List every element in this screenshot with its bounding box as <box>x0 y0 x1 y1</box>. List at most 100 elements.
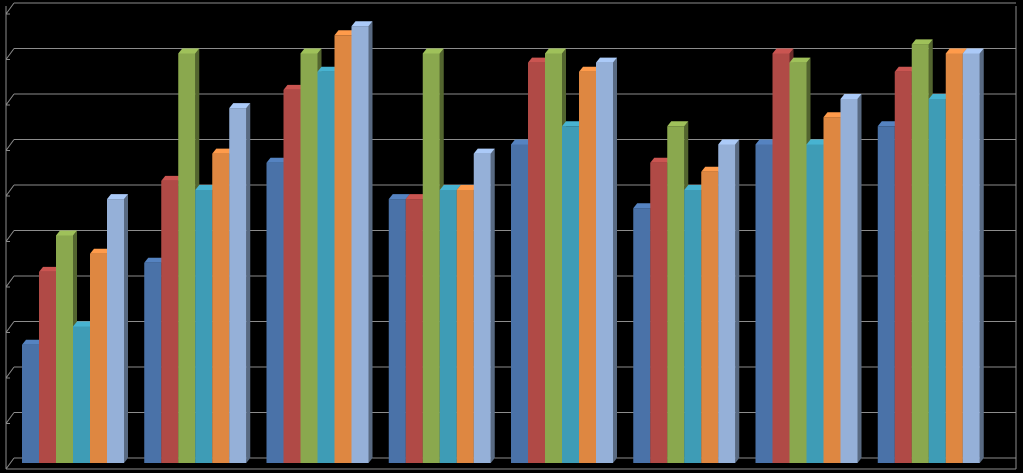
bar-top <box>840 94 862 99</box>
bar-side <box>246 103 251 463</box>
bar <box>422 53 440 463</box>
bar-top <box>528 57 549 63</box>
bar <box>195 190 213 463</box>
bar-top <box>283 84 305 90</box>
bar-top <box>945 48 967 54</box>
bar-top <box>579 66 600 72</box>
bar-top <box>22 339 43 345</box>
gridline-wall <box>5 412 15 424</box>
bar-top <box>107 194 128 200</box>
bar-top <box>388 194 410 200</box>
bar-top <box>755 139 777 145</box>
bar <box>300 53 318 463</box>
bar-side <box>979 48 984 463</box>
gridline-wall <box>5 230 15 242</box>
bar-side <box>124 194 128 463</box>
bar <box>789 62 807 463</box>
bar-top <box>928 94 950 99</box>
bar-top <box>266 157 288 163</box>
bar <box>405 199 423 463</box>
bar-top <box>545 48 566 54</box>
bar <box>877 126 895 464</box>
bar-top <box>772 48 794 54</box>
bar-group <box>511 48 617 464</box>
bar <box>772 53 790 463</box>
bar <box>806 144 824 463</box>
bar-side <box>857 94 862 463</box>
bar-top <box>39 266 60 272</box>
bar-top <box>351 21 373 27</box>
bar <box>144 262 162 463</box>
bar-top <box>56 230 77 236</box>
bar <box>945 53 963 463</box>
bar-top <box>684 185 706 190</box>
bar-top <box>456 185 478 190</box>
bar <box>667 126 685 464</box>
bar <box>755 144 773 463</box>
bar-top <box>596 57 617 63</box>
bar <box>73 326 90 463</box>
bar <box>317 71 335 463</box>
bar-top <box>789 57 811 63</box>
bars <box>22 21 984 464</box>
bar <box>439 190 457 463</box>
bar-top <box>718 139 740 145</box>
bar-top <box>701 166 723 172</box>
gridline-wall <box>5 48 15 60</box>
bar-top <box>806 139 828 145</box>
bar <box>161 180 179 463</box>
bar <box>351 26 369 463</box>
bar-top <box>650 157 672 163</box>
bar-top <box>334 30 356 36</box>
bar <box>894 71 912 463</box>
bar <box>56 235 73 463</box>
bar-group <box>388 48 495 463</box>
bar-top <box>144 257 166 263</box>
bar-top <box>195 185 217 190</box>
bar-side <box>490 148 495 463</box>
bar-top <box>405 194 427 200</box>
bar <box>107 199 124 463</box>
bar <box>701 171 719 464</box>
bar <box>90 253 107 463</box>
bar <box>178 53 196 463</box>
bar <box>456 190 474 463</box>
bar-side <box>368 21 373 463</box>
bar-top <box>473 148 495 154</box>
bar-top <box>911 39 933 45</box>
bar <box>229 108 247 463</box>
bar-top <box>439 185 461 190</box>
bar-top <box>962 48 984 54</box>
bar <box>650 162 668 463</box>
bar-side <box>613 57 617 463</box>
bar <box>283 89 301 464</box>
bar-top <box>667 121 689 127</box>
gridline-wall <box>5 321 15 333</box>
bar-top <box>90 248 111 254</box>
bar-top <box>300 48 322 54</box>
gridline-wall <box>5 184 15 197</box>
bar <box>39 271 56 463</box>
bar-group <box>144 48 251 463</box>
bar-top <box>317 66 339 72</box>
bar-top <box>823 112 845 118</box>
bar <box>562 126 579 464</box>
bar-top <box>161 175 183 181</box>
bar-top <box>229 103 251 109</box>
bar-group <box>22 194 128 463</box>
bar <box>962 53 980 463</box>
bar <box>473 153 491 463</box>
bar-top <box>633 203 655 209</box>
gridline-wall <box>5 457 15 470</box>
bar-top <box>73 321 94 327</box>
bar <box>823 117 841 463</box>
bar-group <box>633 121 740 464</box>
bar <box>266 162 284 463</box>
gridline-wall <box>5 139 15 151</box>
bar <box>511 144 528 463</box>
bar-group <box>755 48 862 463</box>
bar-group <box>266 21 373 464</box>
bar <box>911 44 929 464</box>
